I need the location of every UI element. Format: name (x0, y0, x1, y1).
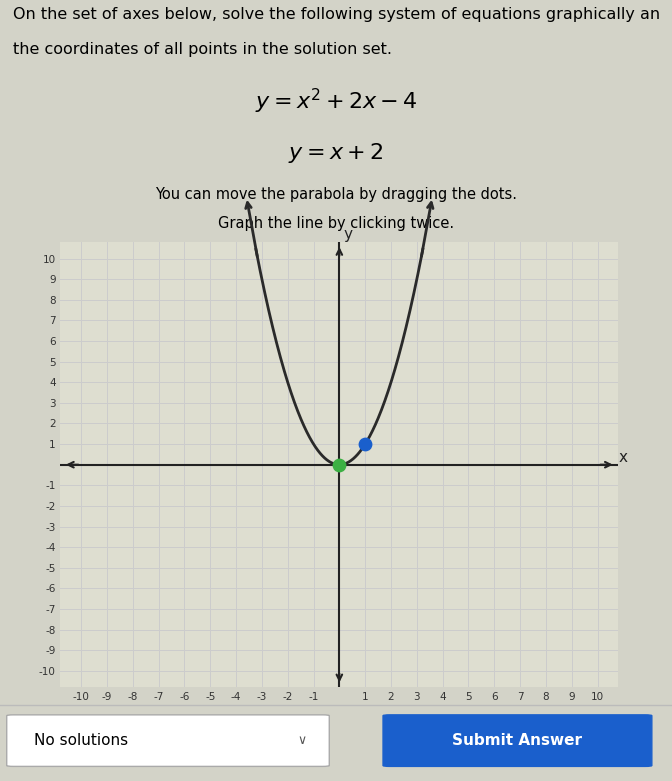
Text: ∨: ∨ (298, 734, 307, 747)
Point (360, 438, 370, 451)
Text: Submit Answer: Submit Answer (452, 733, 583, 748)
Text: the coordinates of all points in the solution set.: the coordinates of all points in the sol… (13, 42, 392, 57)
Text: No solutions: No solutions (34, 733, 128, 748)
Text: y: y (344, 227, 353, 242)
FancyBboxPatch shape (383, 715, 652, 766)
Text: Graph the line by clicking twice.: Graph the line by clicking twice. (218, 216, 454, 230)
Text: x: x (618, 450, 627, 465)
Text: $y = x + 2$: $y = x + 2$ (288, 141, 384, 165)
FancyBboxPatch shape (7, 715, 329, 766)
Text: $y = x^2 + 2x - 4$: $y = x^2 + 2x - 4$ (255, 87, 417, 116)
Point (334, 458, 345, 471)
Text: On the set of axes below, solve the following system of equations graphically an: On the set of axes below, solve the foll… (13, 7, 661, 22)
Text: You can move the parabola by dragging the dots.: You can move the parabola by dragging th… (155, 187, 517, 202)
